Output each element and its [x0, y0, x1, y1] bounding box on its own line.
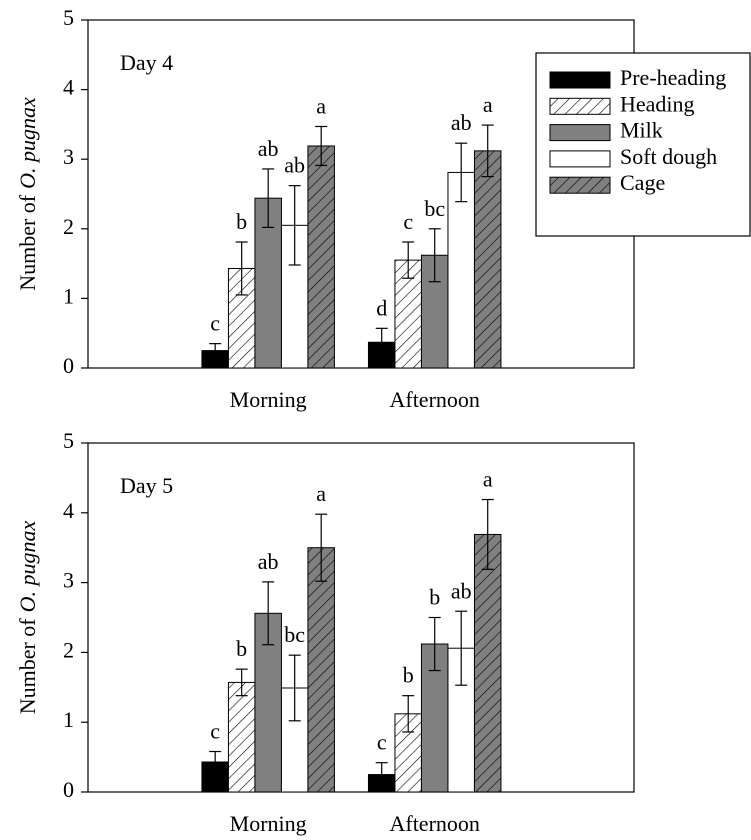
y-label-text: Number of — [15, 618, 40, 715]
y-tick-label: 3 — [63, 144, 74, 169]
y-tick-label: 2 — [63, 214, 74, 239]
x-tick-label: Morning — [230, 811, 307, 836]
significance-letter: c — [403, 209, 413, 234]
significance-letter: b — [429, 585, 440, 610]
y-tick-label: 1 — [63, 707, 74, 732]
significance-letter: a — [483, 467, 493, 492]
annotation: Day 4 — [120, 50, 173, 75]
y-axis-label: Number of O. pugnax — [15, 520, 40, 714]
x-tick-label: Afternoon — [389, 811, 479, 836]
significance-letter: c — [377, 730, 387, 755]
legend-swatch — [549, 124, 611, 142]
y-tick-label: 1 — [63, 283, 74, 308]
significance-letter: ab — [451, 578, 472, 603]
legend-swatch — [549, 71, 611, 89]
significance-letter: b — [236, 209, 247, 234]
bar — [473, 150, 502, 369]
significance-letter: ab — [258, 136, 279, 161]
significance-letter: bc — [284, 622, 305, 647]
y-tick-label: 0 — [63, 353, 74, 378]
legend-swatch — [549, 97, 611, 115]
legend-label: Heading — [620, 91, 695, 116]
y-tick-label: 5 — [63, 428, 74, 453]
y-tick-label: 2 — [63, 637, 74, 662]
x-tick-label: Morning — [230, 387, 307, 412]
significance-letter: b — [236, 636, 247, 661]
significance-letter: ab — [284, 153, 305, 178]
significance-letter: ab — [258, 549, 279, 574]
annotation: Day 5 — [120, 473, 173, 498]
significance-letter: a — [483, 92, 493, 117]
y-label-text: Number of — [15, 194, 40, 291]
plot-frame — [87, 442, 635, 793]
y-axis-label: Number of O. pugnax — [15, 97, 40, 291]
y-label-species: O. pugnax — [15, 97, 40, 189]
legend-swatch — [549, 150, 611, 168]
significance-letter: b — [403, 663, 414, 688]
y-tick-label: 0 — [63, 777, 74, 802]
significance-letter: ab — [451, 110, 472, 135]
y-tick-label: 3 — [63, 568, 74, 593]
legend-label: Cage — [620, 170, 665, 195]
significance-letter: d — [376, 295, 387, 320]
y-tick-label: 4 — [63, 498, 74, 523]
bar — [473, 533, 502, 793]
significance-letter: a — [316, 94, 326, 119]
significance-letter: a — [316, 481, 326, 506]
bar — [307, 145, 335, 369]
x-tick-label: Afternoon — [389, 387, 479, 412]
significance-letter: c — [210, 311, 220, 336]
significance-letter: c — [210, 719, 220, 744]
y-tick-label: 5 — [63, 5, 74, 30]
legend-label: Soft dough — [620, 144, 717, 169]
legend-label: Milk — [620, 118, 663, 143]
bar — [227, 681, 256, 793]
y-tick-label: 4 — [63, 75, 74, 100]
bar — [307, 547, 335, 793]
legend-swatch — [549, 176, 611, 194]
legend-label: Pre-heading — [620, 65, 726, 90]
y-label-species: O. pugnax — [15, 520, 40, 612]
significance-letter: bc — [424, 196, 445, 221]
